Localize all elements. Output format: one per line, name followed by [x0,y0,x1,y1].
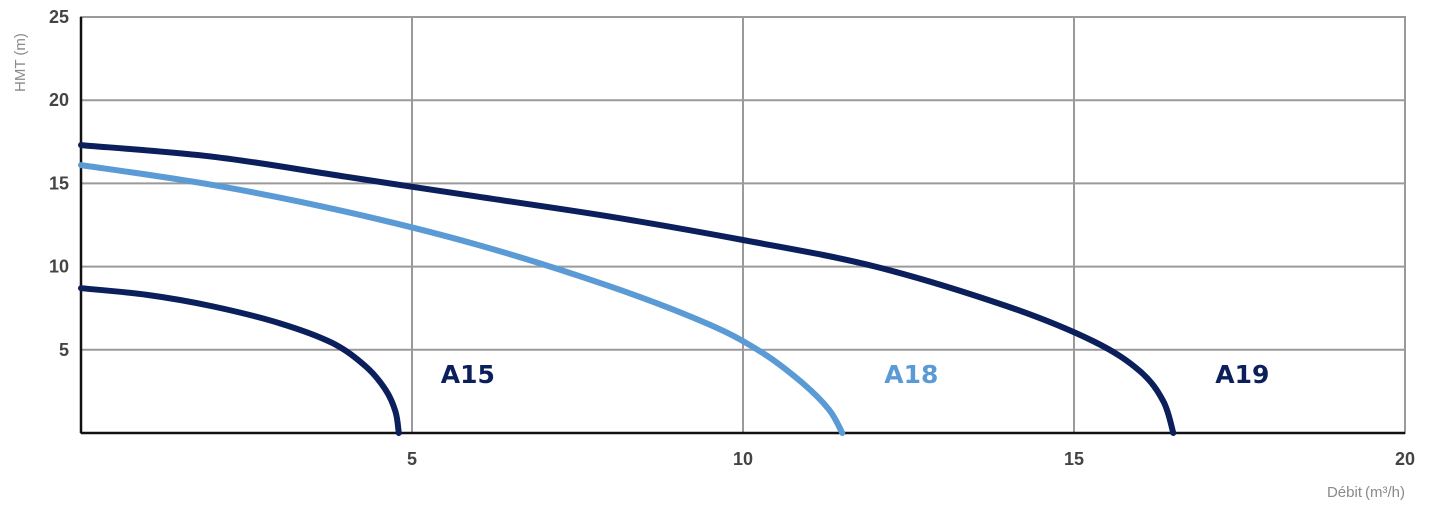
x-axis-title: Débit (m³/h) [1327,484,1405,501]
series-line-a19 [78,142,1177,436]
series-label-a15: A15 [441,360,495,389]
y-tick-label: 15 [49,173,69,193]
x-axis-title-main: Débit [1327,484,1363,501]
grid-lines [81,16,1406,433]
y-tick-label: 5 [59,340,69,360]
x-tick-label: 15 [1064,449,1084,469]
x-tick-label: 10 [733,449,753,469]
x-tick-labels: 5 10 15 20 [407,449,1415,469]
series-line-a18 [78,162,846,436]
x-tick-label: 5 [407,449,417,469]
series-curves [78,142,1177,436]
series-line-a15 [78,285,402,436]
x-axis-title-unit: (m³/h) [1365,484,1405,501]
y-axis-title: HMT (m) [12,33,29,92]
series-label-a19: A19 [1215,360,1269,389]
y-tick-label: 25 [49,7,69,27]
series-label-a18: A18 [884,360,938,389]
x-tick-label: 20 [1395,449,1415,469]
y-tick-label: 10 [49,257,69,277]
series-labels: A15 A18 A19 [441,360,1270,389]
y-tick-label: 20 [49,90,69,110]
y-tick-labels: 5 10 15 20 25 [49,7,69,360]
